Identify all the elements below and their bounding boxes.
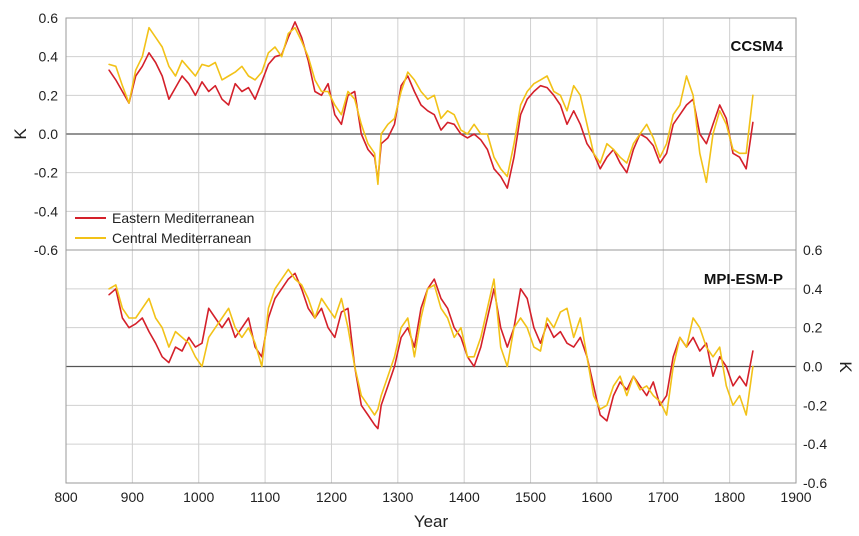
bottom-y-tick-label: -0.4 <box>803 436 827 452</box>
legend: Eastern Mediterranean Central Mediterran… <box>75 210 254 246</box>
bottom-panel-label: MPI-ESM-P <box>704 271 783 288</box>
x-axis-label: Year <box>414 512 449 531</box>
legend-label-central-mediterranean: Central Mediterranean <box>112 230 251 246</box>
x-tick-label: 1100 <box>250 489 280 505</box>
x-tick-label: 1400 <box>449 489 480 505</box>
text-layer: 800 900 1000 1100 1200 1300 1400 1500 1600 1700 18… <box>34 10 827 505</box>
bottom-y-tick-label: 0.0 <box>803 359 823 375</box>
top-y-tick-label: -0.2 <box>34 165 58 181</box>
top-panel-label: CCSM4 <box>730 38 783 55</box>
top-y-tick-label: 0.4 <box>39 49 59 65</box>
bottom-y-tick-label: -0.6 <box>803 475 827 491</box>
bottom-y-tick-label: 0.4 <box>803 281 823 297</box>
x-tick-label: 1700 <box>648 489 679 505</box>
top-y-tick-label: -0.6 <box>34 242 58 258</box>
top-central-mediterranean-series-line <box>109 28 753 185</box>
top-y-tick-label: 0.6 <box>39 10 59 26</box>
x-tick-label: 1600 <box>581 489 612 505</box>
x-tick-label: 1500 <box>515 489 546 505</box>
bottom-y-tick-label: 0.6 <box>803 242 823 258</box>
x-tick-label: 900 <box>121 489 145 505</box>
top-y-axis-label: K <box>11 128 30 140</box>
top-y-tick-label: 0.0 <box>39 126 59 142</box>
legend-label-eastern-mediterranean: Eastern Mediterranean <box>112 210 254 226</box>
x-tick-label: 1800 <box>714 489 745 505</box>
top-y-tick-label: 0.2 <box>39 87 59 103</box>
bottom-y-tick-label: -0.2 <box>803 397 827 413</box>
top-eastern-mediterranean-series-line <box>109 22 753 188</box>
x-tick-label: 800 <box>54 489 78 505</box>
bottom-y-axis-label: K <box>836 361 855 373</box>
x-tick-label: 1200 <box>316 489 347 505</box>
x-tick-label: 1900 <box>780 489 811 505</box>
bottom-y-tick-label: 0.2 <box>803 320 823 336</box>
x-tick-label: 1000 <box>183 489 214 505</box>
top-y-tick-label: -0.4 <box>34 203 58 219</box>
x-tick-label: 1300 <box>382 489 413 505</box>
